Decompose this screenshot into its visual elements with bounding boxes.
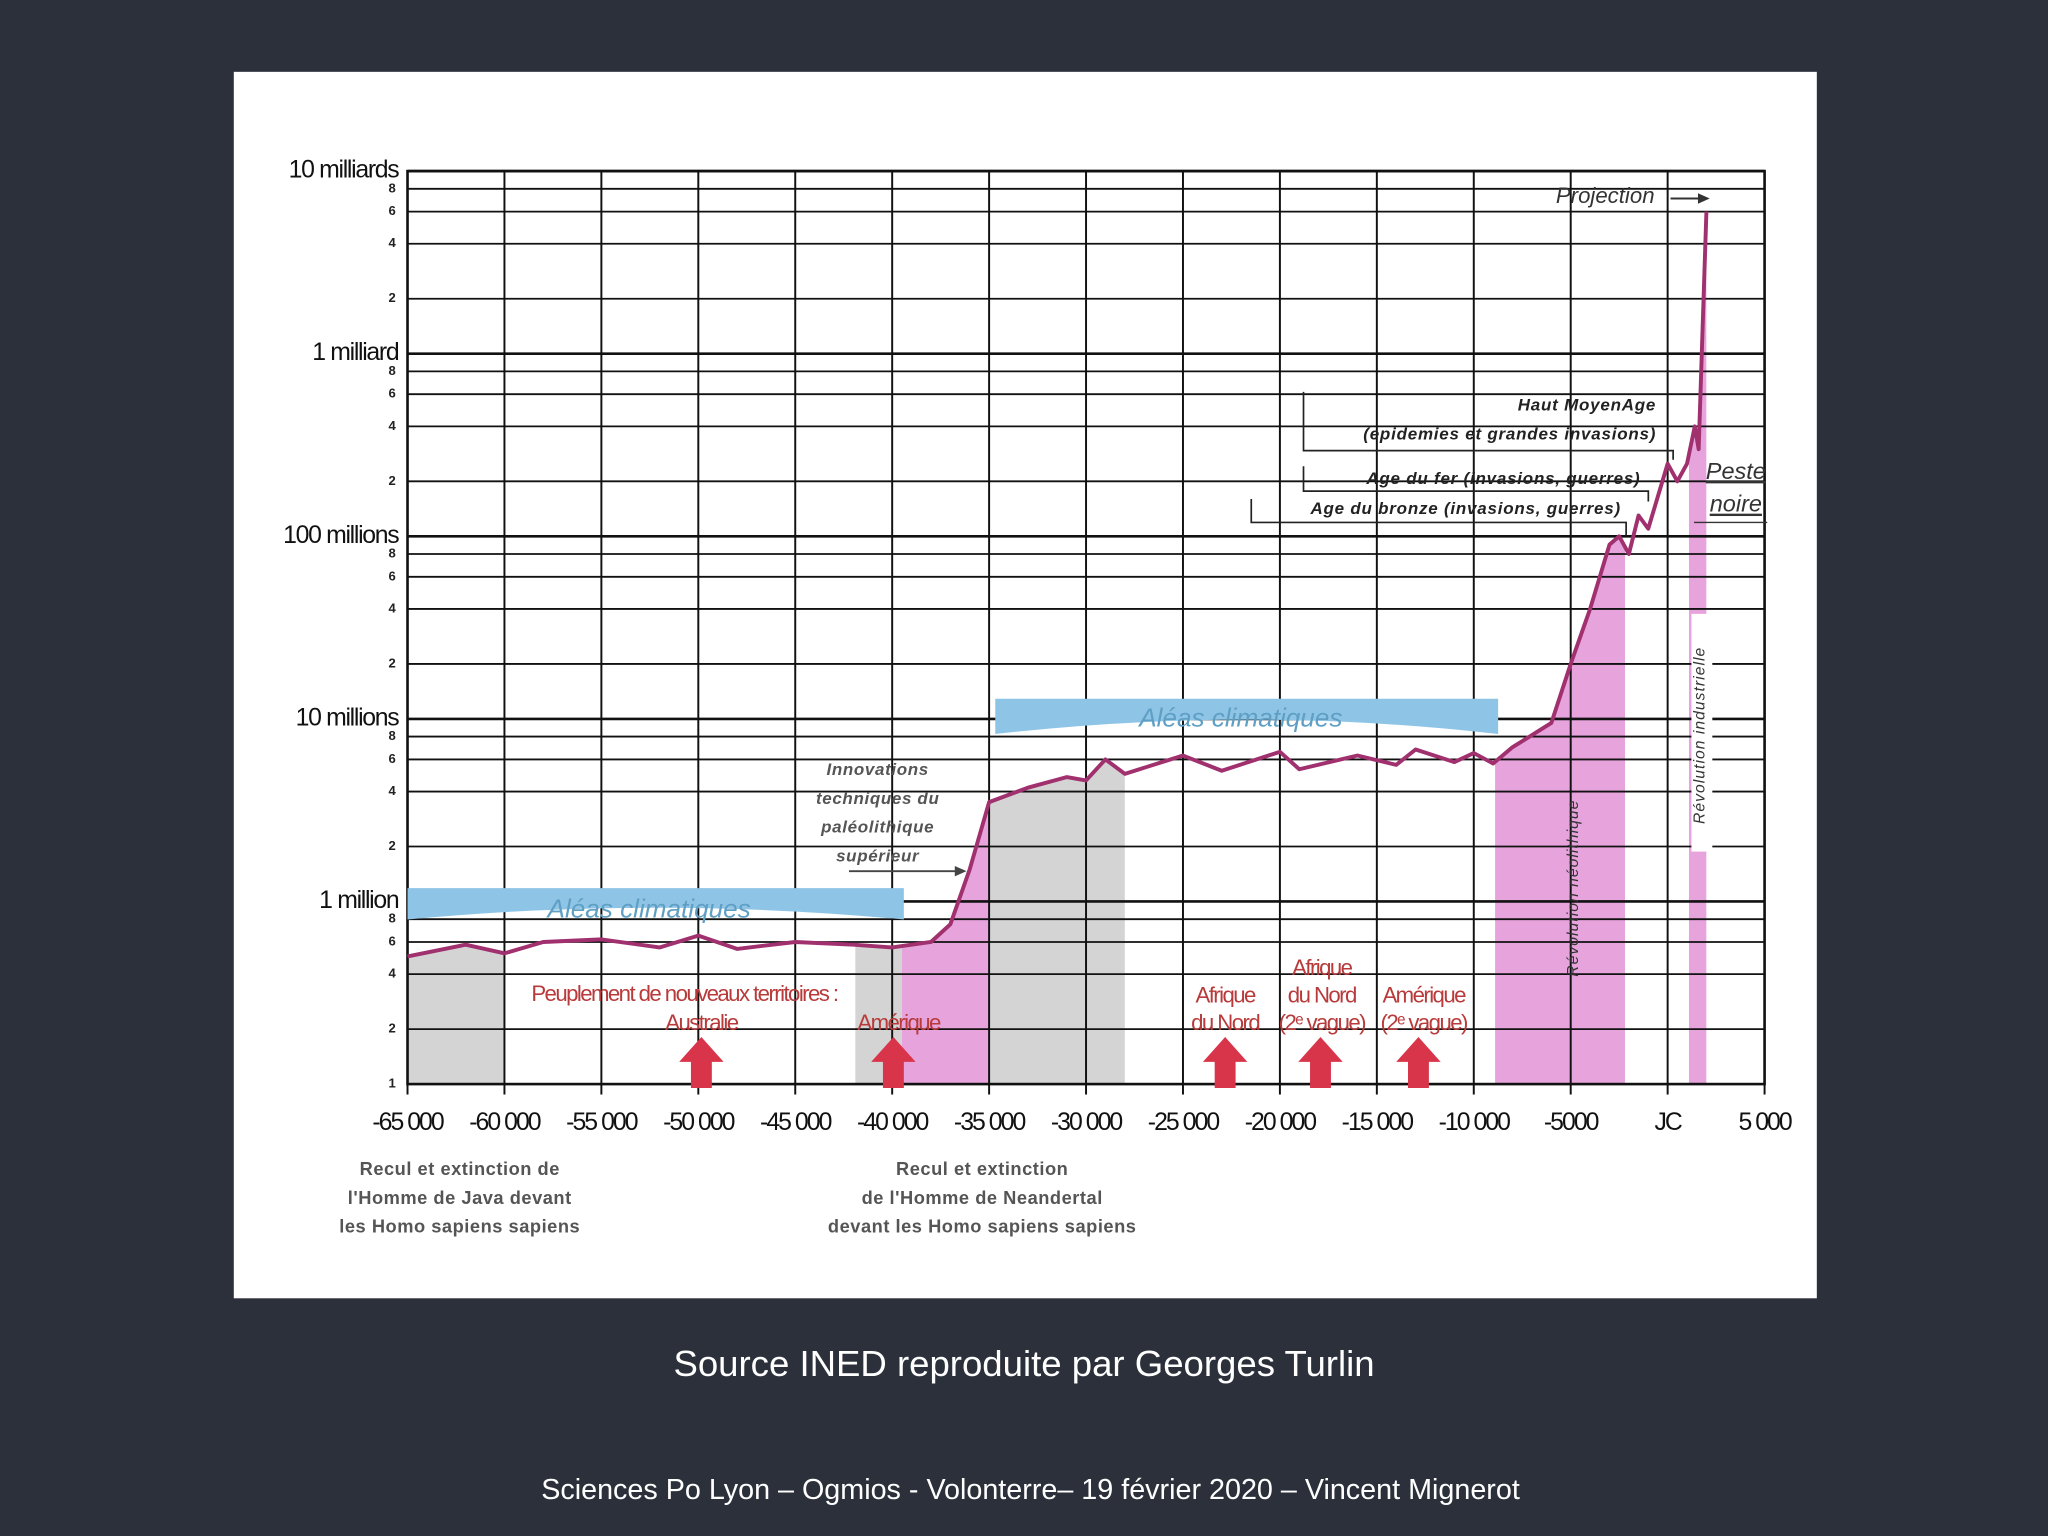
y-tick-label: 1 million <box>319 887 399 914</box>
x-tick-label: 5 000 <box>1738 1109 1791 1136</box>
annotation: Aléas climatiques <box>546 893 751 923</box>
annotation: Age du bronze (invasions, guerres) <box>1309 499 1620 518</box>
migration-arrow <box>1202 1037 1248 1088</box>
label-backing <box>1691 613 1713 852</box>
chart-panel <box>233 71 1817 1299</box>
annotation: du Nord <box>1191 1010 1259 1035</box>
period-bracket <box>1302 466 1650 502</box>
x-tick-label: -10 000 <box>1439 1109 1511 1136</box>
y-tick-label: 4 <box>388 966 396 981</box>
x-tick-label: -35 000 <box>954 1109 1026 1136</box>
annotation: Amérique <box>1382 982 1466 1007</box>
plot-frame <box>406 169 1766 1086</box>
migration-arrow <box>1298 1037 1343 1088</box>
x-tick-label: -15 000 <box>1342 1109 1414 1136</box>
annotation: Amérique <box>857 1010 941 1035</box>
annotation: Haut MoyenAge <box>1518 396 1656 415</box>
migration-arrow <box>1396 1037 1441 1088</box>
y-tick-label: 2 <box>388 1021 395 1036</box>
x-tick-label: -45 000 <box>760 1109 832 1136</box>
x-tick-label: -60 000 <box>469 1109 541 1136</box>
annotation: techniques du <box>816 789 940 808</box>
annotation: de l'Homme de Neandertal <box>862 1187 1103 1208</box>
annotation: noire <box>1710 491 1762 517</box>
annotation: Recul et extinction de <box>360 1158 560 1179</box>
overlay-layer: Aléas climatiques Aléas climatiques Innova… <box>339 183 1768 1237</box>
migration-arrow <box>679 1037 724 1088</box>
period-bracket <box>1302 391 1674 460</box>
annotation: Australie <box>665 1010 738 1035</box>
footer: Sciences Po Lyon – Ogmios - Volonterre– … <box>541 1474 1520 1506</box>
annotation: Age du fer (invasions, guerres) <box>1365 469 1640 488</box>
y-tick-label: 8 <box>388 363 395 378</box>
y-tick-label: 6 <box>388 933 395 948</box>
y-tick-label: 2 <box>388 290 395 305</box>
period-bracket <box>1250 498 1627 536</box>
y-tick-label: 8 <box>388 728 395 743</box>
annotation: Révolution néolithique <box>1565 800 1582 977</box>
x-tick-label: -55 000 <box>566 1109 638 1136</box>
pointer-head <box>1697 193 1710 204</box>
x-tick-label: -30 000 <box>1051 1109 1123 1136</box>
y-tick-label: 4 <box>388 600 396 615</box>
annotation: Afrique <box>1292 955 1353 980</box>
annotation: supérieur <box>836 846 920 865</box>
annotation: (epidemies et grandes invasions) <box>1363 424 1656 443</box>
y-tick-label: 6 <box>388 751 395 766</box>
y-tick-label: 100 millions <box>283 522 399 549</box>
annotation: Recul et extinction <box>896 1158 1068 1179</box>
y-tick-label: 2 <box>388 838 395 853</box>
source-caption: Source INED reproduite par Georges Turli… <box>673 1343 1374 1384</box>
climate-bracket <box>407 888 904 920</box>
x-tick-label: -40 000 <box>857 1109 929 1136</box>
y-tick-label: 8 <box>388 180 395 195</box>
y-tick-label: 8 <box>388 545 395 560</box>
x-tick-label: -5000 <box>1544 1109 1599 1136</box>
y-tick-label: 4 <box>388 418 396 433</box>
y-tick-label: 8 <box>388 911 395 926</box>
x-tick-label: -65 000 <box>372 1109 444 1136</box>
pointer-head <box>954 865 967 877</box>
annotation: Peste <box>1706 458 1766 484</box>
annotation: Révolution industrielle <box>1692 647 1709 824</box>
y-tick-label: 6 <box>388 386 395 401</box>
annotation: Peuplement de nouveaux territoires : <box>531 981 838 1006</box>
annotation: Aléas climatiques <box>1137 703 1342 733</box>
y-tick-label: 1 milliard <box>312 339 399 366</box>
annotation: (2ᵉ vague) <box>1279 1010 1366 1035</box>
x-tick-label: -20 000 <box>1245 1109 1317 1136</box>
annotation: Projection <box>1556 183 1655 208</box>
annotation: les Homo sapiens sapiens <box>339 1216 580 1237</box>
y-tick-label: 4 <box>388 783 396 798</box>
x-tick-label: -25 000 <box>1148 1109 1220 1136</box>
annotation: (2ᵉ vague) <box>1381 1010 1468 1035</box>
y-tick-label: 10 millions <box>296 704 400 731</box>
x-tick-label: JC <box>1654 1109 1681 1136</box>
annotation: l'Homme de Java devant <box>348 1187 572 1208</box>
y-tick-label: 4 <box>388 235 396 250</box>
population-line <box>407 211 1709 959</box>
y-tick-label: 10 milliards <box>289 157 400 184</box>
annotation: paléolithique <box>820 818 934 837</box>
annotation: devant les Homo sapiens sapiens <box>828 1216 1137 1237</box>
annotation: Afrique <box>1195 982 1256 1007</box>
y-tick-label: 2 <box>388 655 395 670</box>
annotation: Innovations <box>827 760 929 779</box>
migration-arrow <box>871 1037 916 1088</box>
y-tick-label: 2 <box>388 473 395 488</box>
y-tick-label: 6 <box>388 568 395 583</box>
climate-bracket <box>995 698 1499 735</box>
y-tick-label: 6 <box>388 203 395 218</box>
x-tick-label: -50 000 <box>663 1109 735 1136</box>
annotation: du Nord <box>1288 982 1356 1007</box>
y-tick-label: 1 <box>388 1076 395 1091</box>
